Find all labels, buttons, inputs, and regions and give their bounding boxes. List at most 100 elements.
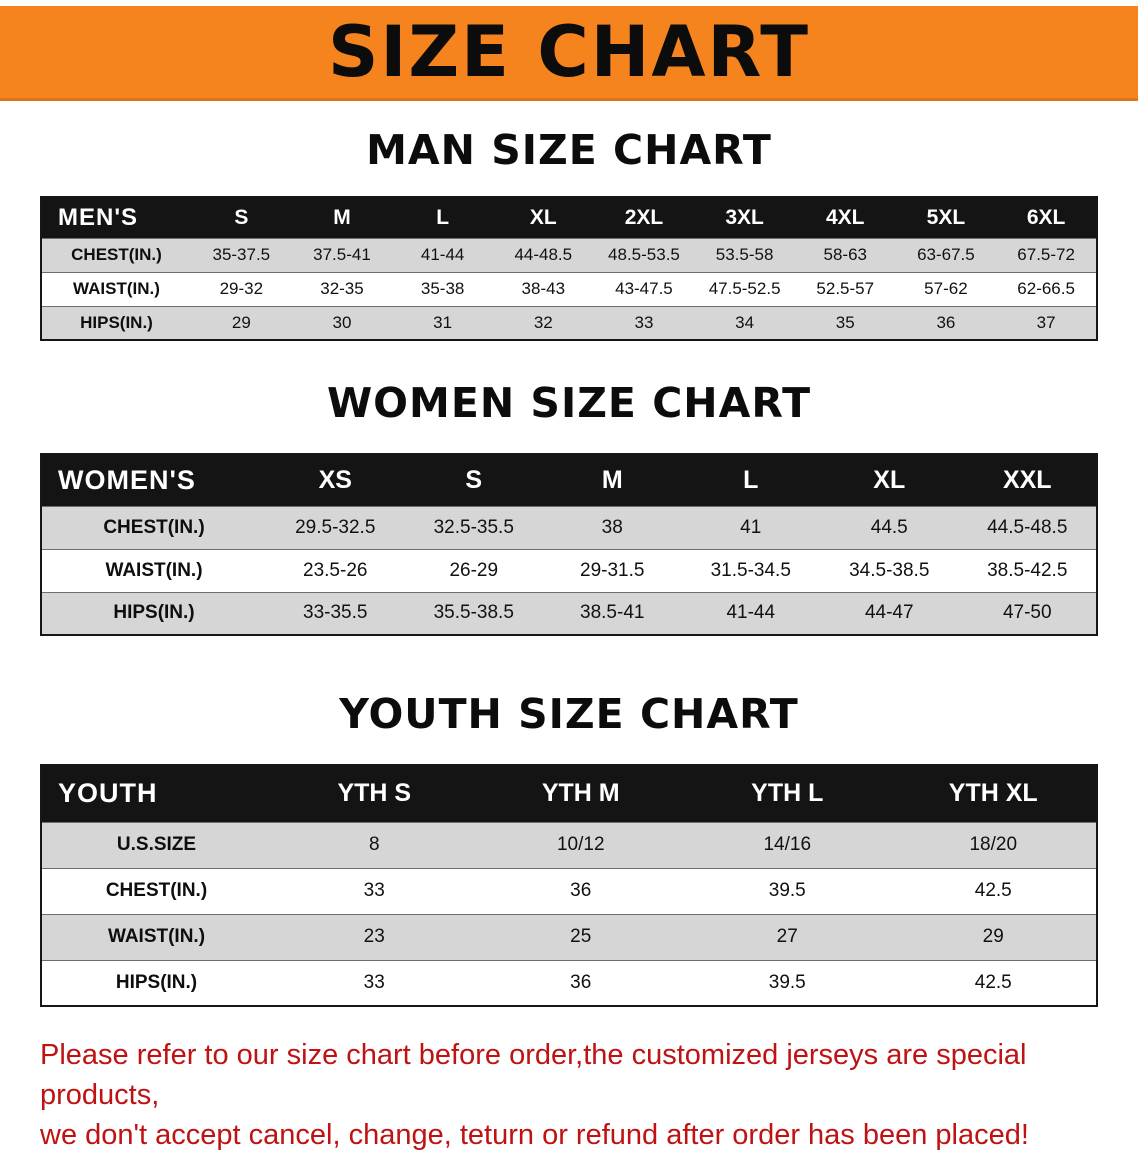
size-value-cell: 23.5-26 bbox=[303, 559, 368, 581]
size-value-cell: 37.5-41 bbox=[313, 245, 371, 264]
table-row: HIPS(IN.) 33 36 39.5 42.5 bbox=[41, 960, 1097, 1006]
table-row: WAIST(IN.) 23 25 27 29 bbox=[41, 914, 1097, 960]
size-value-cell: 62-66.5 bbox=[1017, 279, 1075, 298]
size-value-cell: 35-37.5 bbox=[212, 245, 271, 264]
size-value-cell: 33 bbox=[363, 971, 385, 993]
size-value-cell: 32-35 bbox=[320, 279, 364, 298]
size-column-header: YTH M bbox=[541, 779, 620, 808]
size-value-cell: 44-47 bbox=[864, 602, 914, 624]
row-label: HIPS(IN.) bbox=[80, 312, 153, 332]
size-value-cell: 44.5-48.5 bbox=[987, 516, 1068, 538]
size-value-cell: 48.5-53.5 bbox=[608, 245, 680, 264]
men-section-heading: MAN SIZE CHART bbox=[366, 126, 772, 174]
disclaimer-line-2: we don't accept cancel, change, teturn o… bbox=[40, 1119, 1029, 1152]
size-chart-banner: SIZE CHART bbox=[0, 6, 1138, 101]
size-value-cell: 42.5 bbox=[974, 880, 1012, 901]
size-value-cell: 44-48.5 bbox=[514, 245, 573, 264]
size-value-cell: 58-63 bbox=[823, 245, 867, 264]
size-value-cell: 37 bbox=[1036, 312, 1056, 332]
size-value-cell: 29-31.5 bbox=[580, 559, 645, 581]
size-value-cell: 63-67.5 bbox=[917, 245, 975, 264]
size-column-header: L bbox=[436, 205, 450, 229]
row-label: WAIST(IN.) bbox=[107, 926, 206, 947]
size-column-header: M bbox=[601, 465, 623, 494]
size-value-cell: 29 bbox=[982, 926, 1004, 947]
size-value-cell: 26-29 bbox=[449, 559, 499, 581]
size-value-cell: 57-62 bbox=[924, 279, 968, 298]
size-value-cell: 29.5-32.5 bbox=[295, 516, 376, 538]
table-title: WOMEN'S bbox=[58, 464, 196, 495]
size-value-cell: 38-43 bbox=[521, 279, 566, 298]
size-value-cell: 38.5-42.5 bbox=[987, 559, 1068, 581]
size-value-cell: 38 bbox=[601, 516, 623, 538]
size-value-cell: 39.5 bbox=[768, 880, 806, 901]
men-size-table: MEN'S S M L XL 2XL 3XL 4XL 5XL 6XL CHEST(IN.) 35-37… bbox=[40, 196, 1098, 341]
youth-section-heading: YOUTH SIZE CHART bbox=[339, 690, 799, 738]
size-value-cell: 36 bbox=[936, 312, 956, 332]
size-value-cell: 34 bbox=[735, 312, 755, 332]
row-label: HIPS(IN.) bbox=[115, 971, 198, 993]
size-column-header: XXL bbox=[1002, 465, 1052, 494]
row-label: WAIST(IN.) bbox=[105, 559, 203, 581]
women-section-heading: WOMEN SIZE CHART bbox=[326, 379, 812, 427]
youth-size-table: YOUTH YTH S YTH M YTH L YTH XL U.S.SIZE 8 10/12… bbox=[40, 764, 1098, 1007]
size-column-header: 2XL bbox=[624, 205, 664, 229]
size-value-cell: 33-35.5 bbox=[303, 602, 368, 624]
table-header-row: YOUTH YTH S YTH M YTH L YTH XL bbox=[41, 765, 1097, 822]
size-value-cell: 25 bbox=[570, 926, 592, 947]
table-row: CHEST(IN.) 35-37.5 37.5-41 41-44 44-48.5 48.5… bbox=[41, 238, 1097, 272]
size-value-cell: 38.5-41 bbox=[580, 602, 645, 624]
size-value-cell: 29-32 bbox=[219, 279, 264, 298]
size-column-header: XL bbox=[529, 205, 557, 229]
women-size-table: WOMEN'S XS S M L XL XXL CHEST(IN.) 29.5-32.5 32.5… bbox=[40, 453, 1098, 636]
row-label: CHEST(IN.) bbox=[71, 245, 162, 264]
size-column-header: YTH XL bbox=[948, 779, 1038, 808]
table-row: CHEST(IN.) 33 36 39.5 42.5 bbox=[41, 868, 1097, 914]
size-column-header: XS bbox=[318, 465, 352, 494]
size-column-header: XL bbox=[873, 465, 906, 494]
size-value-cell: 32.5-35.5 bbox=[433, 516, 514, 538]
size-value-cell: 33 bbox=[634, 312, 654, 332]
size-value-cell: 31.5-34.5 bbox=[710, 559, 791, 581]
row-label: CHEST(IN.) bbox=[103, 516, 205, 538]
size-value-cell: 35.5-38.5 bbox=[433, 602, 514, 624]
size-value-cell: 35-38 bbox=[420, 279, 465, 298]
table-row: HIPS(IN.) 29 30 31 32 33 34 35 36 37 bbox=[41, 306, 1097, 340]
size-column-header: YTH L bbox=[751, 779, 824, 808]
table-row: U.S.SIZE 8 10/12 14/16 18/20 bbox=[41, 822, 1097, 868]
size-value-cell: 31 bbox=[433, 312, 453, 332]
size-value-cell: 34.5-38.5 bbox=[849, 559, 930, 581]
size-column-header: L bbox=[743, 465, 759, 494]
size-value-cell: 41 bbox=[740, 516, 762, 538]
size-value-cell: 30 bbox=[332, 312, 352, 332]
size-value-cell: 10/12 bbox=[556, 834, 605, 855]
banner-title: SIZE CHART bbox=[327, 11, 811, 93]
size-value-cell: 18/20 bbox=[969, 834, 1018, 855]
row-label: WAIST(IN.) bbox=[73, 279, 160, 298]
disclaimer-note: Please refer to our size chart before or… bbox=[40, 1035, 1098, 1155]
size-value-cell: 52.5-57 bbox=[816, 279, 875, 298]
size-value-cell: 23 bbox=[363, 926, 385, 947]
row-label: U.S.SIZE bbox=[116, 834, 197, 855]
table-row: WAIST(IN.) 23.5-26 26-29 29-31.5 31.5-34.5 34… bbox=[41, 549, 1097, 592]
size-column-header: 3XL bbox=[725, 205, 764, 229]
table-title: MEN'S bbox=[58, 203, 139, 231]
size-value-cell: 35 bbox=[835, 312, 855, 332]
size-value-cell: 47-50 bbox=[1002, 602, 1052, 624]
table-title: YOUTH bbox=[58, 778, 158, 809]
size-column-header: M bbox=[333, 205, 351, 229]
size-value-cell: 27 bbox=[776, 926, 798, 947]
size-value-cell: 53.5-58 bbox=[715, 245, 774, 264]
size-value-cell: 8 bbox=[368, 834, 380, 855]
row-label: HIPS(IN.) bbox=[113, 602, 195, 624]
size-column-header: S bbox=[234, 205, 249, 229]
size-value-cell: 36 bbox=[570, 880, 592, 901]
size-column-header: 6XL bbox=[1026, 205, 1066, 229]
table-row: HIPS(IN.) 33-35.5 35.5-38.5 38.5-41 41-44 44-… bbox=[41, 592, 1097, 635]
size-value-cell: 67.5-72 bbox=[1017, 245, 1075, 264]
size-value-cell: 33 bbox=[363, 880, 385, 901]
size-value-cell: 36 bbox=[570, 971, 592, 993]
size-value-cell: 44.5 bbox=[870, 516, 908, 538]
size-value-cell: 41-44 bbox=[726, 602, 776, 624]
size-value-cell: 42.5 bbox=[974, 971, 1012, 993]
